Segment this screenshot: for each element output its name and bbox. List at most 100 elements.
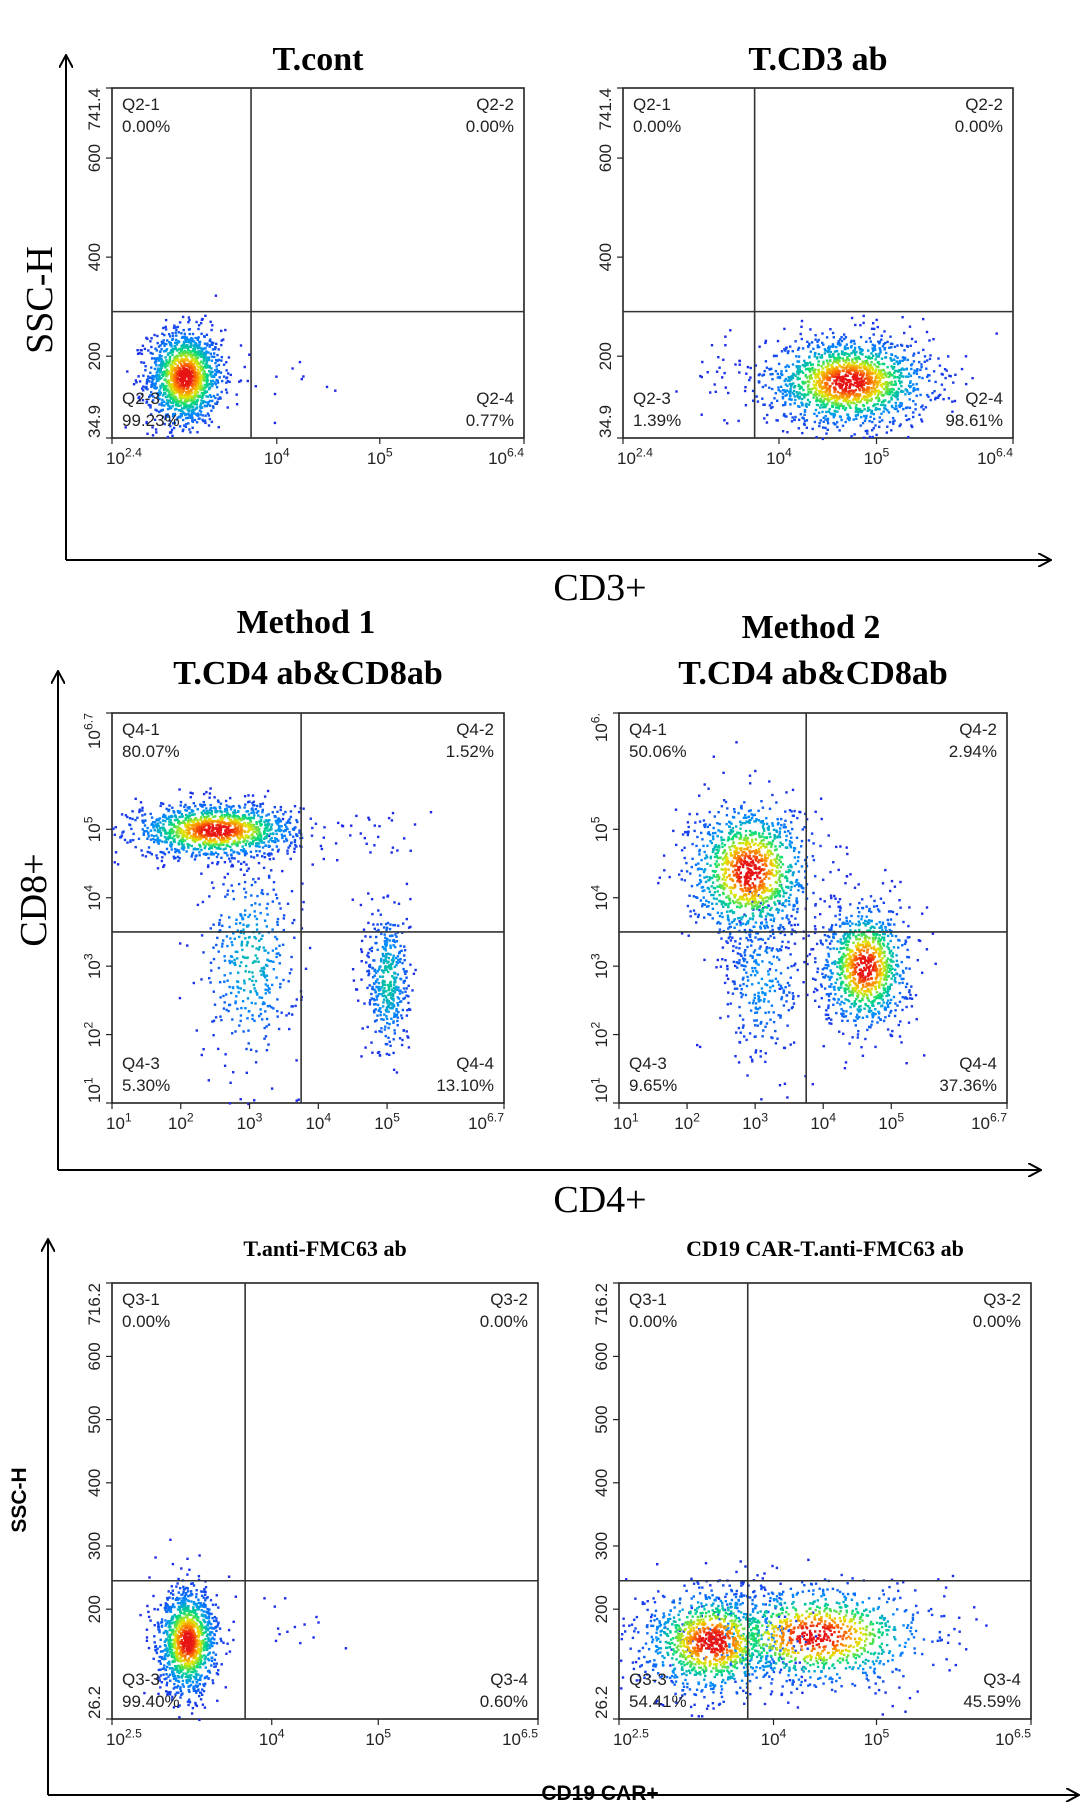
data-point <box>140 849 143 852</box>
data-point <box>811 427 814 431</box>
data-point <box>175 387 179 390</box>
data-point <box>247 1102 250 1106</box>
data-point <box>389 996 393 1000</box>
data-point <box>263 1026 266 1030</box>
data-point <box>734 363 737 366</box>
data-point <box>382 1018 385 1021</box>
data-point <box>264 819 268 822</box>
data-point <box>837 354 840 357</box>
data-point <box>168 834 172 837</box>
data-point <box>169 341 172 345</box>
data-point <box>144 819 147 822</box>
data-point <box>861 380 865 383</box>
data-point <box>270 828 273 831</box>
data-point <box>912 389 915 393</box>
data-point <box>789 390 792 393</box>
data-point <box>154 357 157 361</box>
data-point <box>234 950 237 953</box>
data-point <box>351 898 354 901</box>
data-point <box>240 819 243 822</box>
data-point <box>851 358 854 361</box>
data-point <box>176 404 179 407</box>
data-point <box>838 363 841 367</box>
data-point <box>150 394 153 397</box>
data-point <box>179 368 182 371</box>
data-point <box>191 810 194 813</box>
data-point <box>909 380 912 383</box>
data-point <box>385 990 388 993</box>
data-point <box>196 364 199 367</box>
data-point <box>801 416 804 419</box>
data-point <box>254 979 258 983</box>
data-point <box>851 375 854 379</box>
data-point <box>223 959 227 962</box>
data-point <box>249 850 253 854</box>
data-point <box>374 1008 377 1011</box>
data-point <box>907 375 910 378</box>
data-point <box>209 838 212 841</box>
data-point <box>147 375 150 378</box>
data-point <box>918 376 921 379</box>
data-point <box>136 352 140 355</box>
quadrant-name: Q2-4 <box>476 389 514 408</box>
data-point <box>112 827 115 830</box>
data-point <box>709 391 712 394</box>
data-point <box>903 356 907 359</box>
data-point <box>391 960 394 963</box>
data-point <box>179 399 183 402</box>
data-point <box>187 381 190 385</box>
data-point <box>156 357 159 360</box>
data-point <box>261 892 265 896</box>
data-point <box>828 386 831 390</box>
data-point <box>187 826 190 829</box>
data-point <box>188 399 191 402</box>
data-point <box>385 1006 389 1009</box>
data-point <box>194 371 198 374</box>
data-point <box>848 399 851 403</box>
data-point <box>158 354 161 357</box>
data-point <box>829 370 833 373</box>
data-point <box>114 826 117 829</box>
data-point <box>821 437 824 441</box>
data-point <box>169 844 172 847</box>
data-point <box>855 408 858 412</box>
data-point <box>951 410 954 413</box>
data-point <box>189 416 192 419</box>
data-point <box>831 361 835 365</box>
data-point <box>235 918 238 921</box>
data-point <box>209 839 213 843</box>
data-point <box>394 1015 398 1018</box>
data-point <box>241 1000 245 1003</box>
data-point <box>874 390 877 394</box>
data-point <box>181 387 184 391</box>
data-point <box>216 353 219 357</box>
data-point <box>846 374 849 377</box>
data-point <box>783 403 787 406</box>
data-point <box>848 404 851 408</box>
data-point <box>855 375 859 378</box>
data-point <box>399 944 402 948</box>
data-point <box>392 944 395 947</box>
data-point <box>213 840 216 844</box>
data-point <box>213 347 217 351</box>
data-point <box>385 1007 389 1011</box>
data-point <box>857 409 860 413</box>
data-point <box>231 863 234 867</box>
data-point <box>263 949 266 952</box>
data-point <box>187 393 191 396</box>
data-point <box>295 833 298 836</box>
data-point <box>150 376 153 380</box>
data-point <box>236 1007 239 1011</box>
data-point <box>148 851 152 854</box>
data-point <box>254 902 257 905</box>
data-point <box>227 356 231 359</box>
data-point <box>390 1007 393 1010</box>
data-point <box>184 817 187 820</box>
data-point <box>918 413 921 416</box>
data-point <box>222 883 225 886</box>
data-point <box>239 379 243 382</box>
data-point <box>234 1030 237 1033</box>
data-point <box>379 1007 382 1010</box>
data-point <box>884 386 888 389</box>
data-point <box>880 338 883 341</box>
